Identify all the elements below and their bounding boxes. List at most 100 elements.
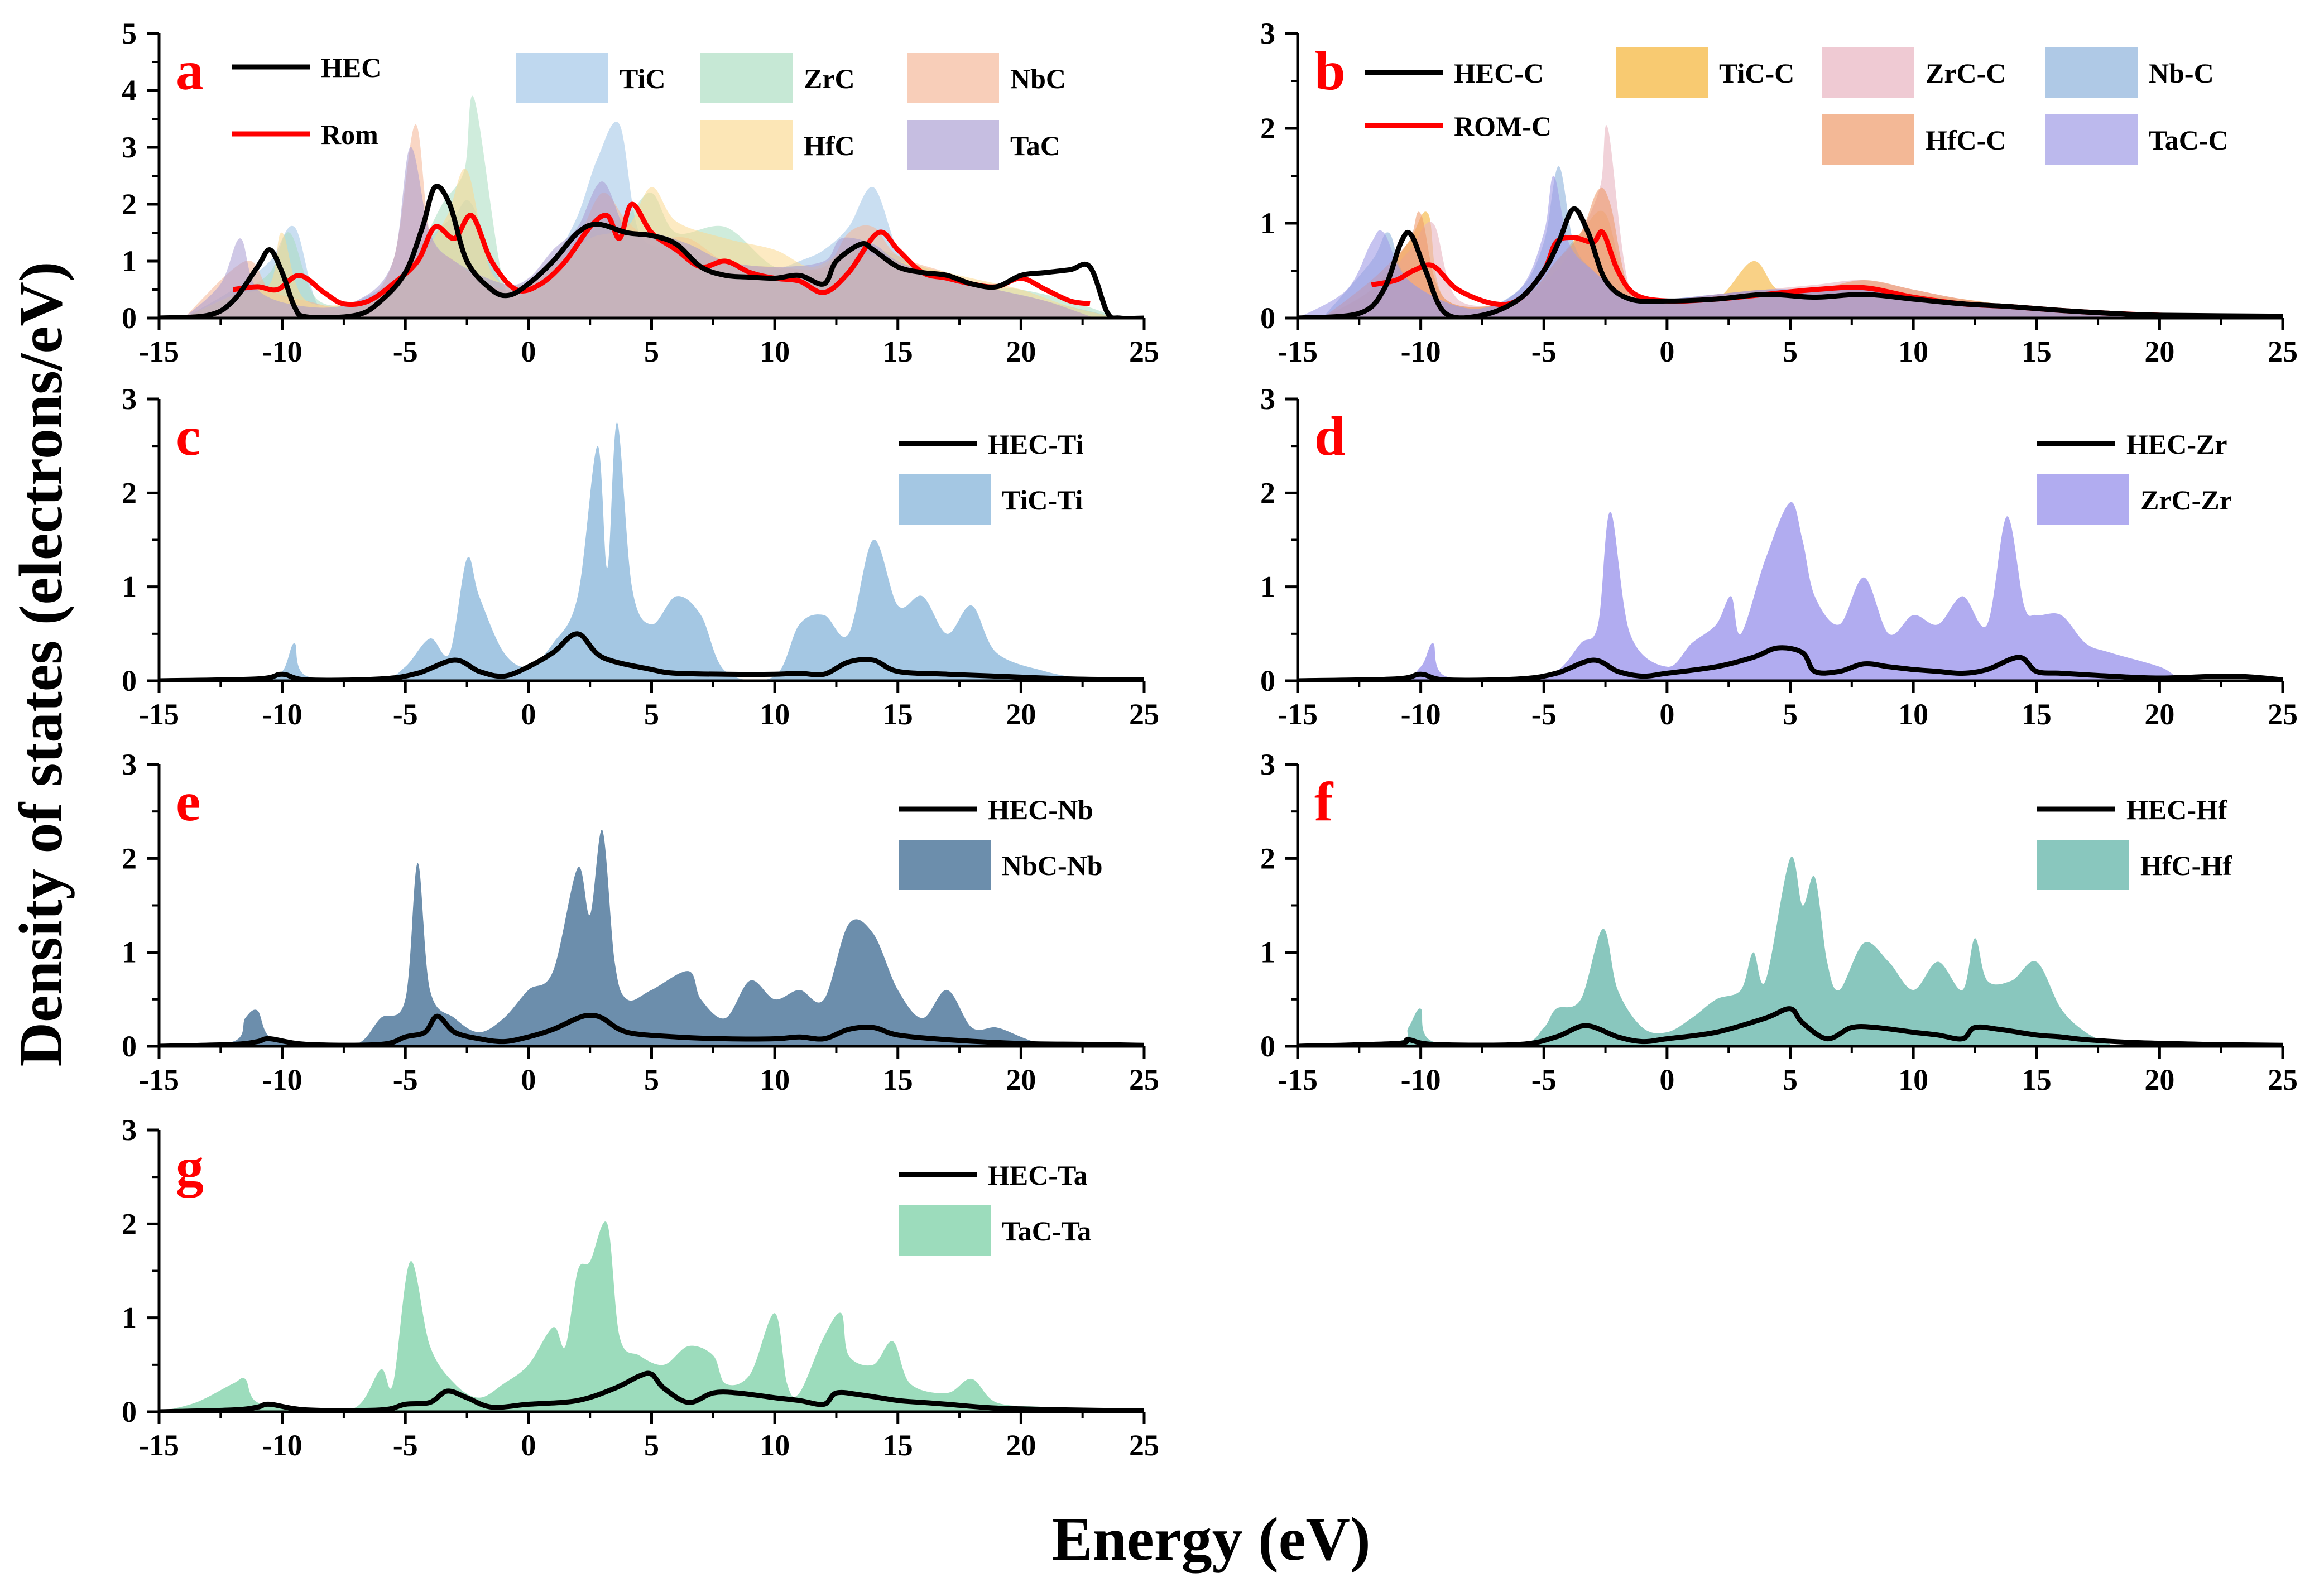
x-tick-label: 10: [760, 698, 790, 731]
y-tick-label: 3: [122, 748, 137, 781]
y-tick-label: 3: [1260, 17, 1275, 50]
x-tick-label: -15: [1278, 1063, 1318, 1097]
plot-area-e: [159, 830, 1144, 1046]
y-tick-label: 2: [1260, 841, 1275, 875]
panel-letter: d: [1314, 405, 1346, 467]
panel-letter: e: [176, 771, 200, 833]
x-tick-label: -5: [1531, 698, 1557, 731]
panel-letter: g: [176, 1136, 204, 1198]
y-tick-label: 0: [1260, 664, 1275, 698]
panel-e: -15 -10 -5 0 5 10 15 20 25 0 1 2 3 e HEC-Nb NbC-Nb: [122, 748, 1159, 1097]
legend-label: TiC: [620, 63, 665, 94]
x-tick-label: 5: [644, 698, 659, 731]
panel-c: -15 -10 -5 0 5 10 15 20 25 0 1 2 3 c HEC-Ti TiC-Ti: [122, 382, 1159, 731]
legend-swatch-box: [907, 53, 999, 103]
x-tick-label: 20: [2144, 335, 2174, 368]
y-tick-label: 3: [122, 131, 137, 164]
panel-letter: a: [176, 40, 204, 102]
x-tick-label: 25: [1129, 335, 1159, 368]
panel-letter: f: [1314, 771, 1334, 833]
x-tick-label: 10: [760, 335, 790, 368]
x-tick-label: 0: [1659, 698, 1674, 731]
x-tick-label: 5: [644, 1429, 659, 1462]
legend-d: HEC-Zr ZrC-Zr: [2037, 429, 2232, 525]
plot-area-g: [159, 1221, 1144, 1412]
legend-label: NbC: [1010, 63, 1066, 94]
x-tick-label: 5: [1783, 1063, 1798, 1097]
legend-swatch-box: [1822, 114, 1914, 165]
y-tick-label: 0: [1260, 1030, 1275, 1063]
legend-label: TaC-Ta: [1002, 1215, 1091, 1247]
panel-d: -15 -10 -5 0 5 10 15 20 25 0 1 2 3 d HEC-Zr ZrC-Zr: [1260, 382, 2298, 731]
legend-f: HEC-Hf HfC-Hf: [2037, 794, 2232, 890]
plot-area-c: [159, 422, 1144, 681]
y-tick-label: 0: [122, 664, 137, 698]
series-rom-line: [232, 201, 1091, 307]
panel-g: -15 -10 -5 0 5 10 15 20 25 0 1 2 3 g HEC-Ta TaC-Ta: [122, 1113, 1159, 1462]
legend-c: HEC-Ti TiC-Ti: [899, 429, 1083, 525]
y-tick-label: 0: [122, 1030, 137, 1063]
legend-label: HfC: [804, 130, 855, 161]
legend-swatch-box: [899, 1205, 991, 1256]
x-tick-label: 0: [521, 1063, 536, 1097]
legend-label: HfC-C: [1926, 124, 2006, 156]
legend-label: HEC-C: [1454, 57, 1544, 89]
x-tick-label: 10: [760, 1429, 790, 1462]
legend-label: TiC-Ti: [1002, 484, 1083, 516]
x-tick-label: -10: [262, 335, 302, 368]
series-hec-hf-line: [1298, 1006, 2283, 1046]
x-tick-label: 25: [2268, 1063, 2298, 1097]
legend-label: HfC-Hf: [2140, 850, 2232, 881]
legend-swatch-box: [516, 53, 608, 103]
x-tick-label: 10: [1898, 335, 1928, 368]
x-tick-label: 15: [883, 335, 913, 368]
panel-a: -15 -10 -5 0 5 10 15 20 25 0 1 2 3 4 5 a HEC Rom TiC ZrC NbC…: [122, 17, 1159, 368]
y-tick-label: 2: [122, 1207, 137, 1240]
legend-swatch-box: [2045, 47, 2138, 98]
x-tick-label: -15: [139, 698, 179, 731]
y-tick-label: 4: [122, 74, 137, 107]
x-tick-label: -5: [1531, 1063, 1557, 1097]
y-tick-label: 3: [1260, 382, 1275, 416]
x-tick-label: 25: [1129, 1063, 1159, 1097]
x-tick-label: -5: [393, 698, 418, 731]
legend-swatch-box: [2037, 474, 2129, 525]
x-tick-label: -5: [393, 1429, 418, 1462]
x-tick-label: 10: [1898, 698, 1928, 731]
x-tick-label: -5: [393, 335, 418, 368]
x-axis-title: Energy (eV): [1051, 1505, 1370, 1573]
plot-area-a: [159, 95, 1144, 318]
x-tick-label: 5: [1783, 335, 1798, 368]
legend-label: ZrC: [804, 63, 855, 94]
y-tick-label: 3: [122, 382, 137, 416]
legend-label: Nb-C: [2149, 57, 2214, 89]
x-tick-label: 20: [1006, 1063, 1036, 1097]
x-tick-label: -5: [393, 1063, 418, 1097]
x-tick-label: -15: [1278, 698, 1318, 731]
x-tick-label: 25: [1129, 698, 1159, 731]
panel-letter: b: [1314, 40, 1346, 102]
x-tick-label: 20: [2144, 698, 2174, 731]
x-tick-label: -10: [262, 698, 302, 731]
x-tick-label: 15: [883, 1063, 913, 1097]
legend-swatch-box: [899, 474, 991, 525]
series-nbc-nb-area: [159, 830, 1046, 1046]
y-axis-title: Density of states (electrons/eV): [7, 262, 75, 1067]
legend-e: HEC-Nb NbC-Nb: [899, 794, 1103, 890]
x-tick-label: 20: [2144, 1063, 2174, 1097]
legend-label: HEC-Hf: [2126, 794, 2228, 825]
x-tick-label: 15: [2022, 1063, 2052, 1097]
x-tick-label: 0: [1659, 335, 1674, 368]
series-tic-ti-area: [159, 422, 1095, 681]
legend-label: TiC-C: [1719, 57, 1794, 89]
legend-label: HEC-Ti: [988, 429, 1083, 460]
x-tick-label: -15: [139, 335, 179, 368]
panel-f: -15 -10 -5 0 5 10 15 20 25 0 1 2 3 f HEC-Hf HfC-Hf: [1260, 748, 2298, 1097]
x-tick-label: -10: [1401, 335, 1441, 368]
x-tick-label: 0: [521, 1429, 536, 1462]
x-tick-label: 15: [883, 1429, 913, 1462]
x-tick-label: 20: [1006, 1429, 1036, 1462]
x-tick-label: -5: [1531, 335, 1557, 368]
